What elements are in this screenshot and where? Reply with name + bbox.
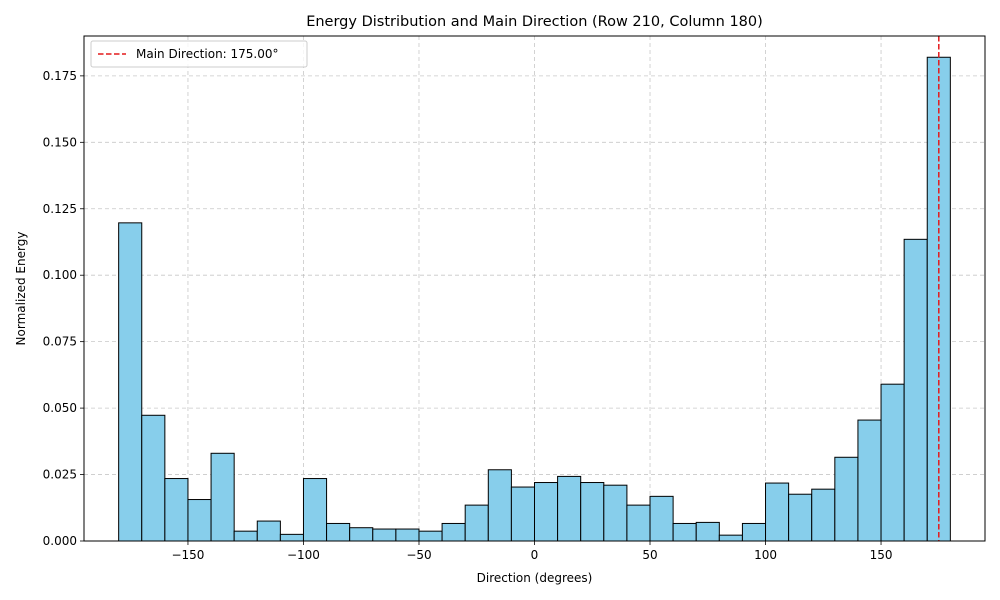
bar: [718, 534, 743, 542]
x-tick-label: −150: [171, 548, 204, 562]
bar: [141, 414, 166, 542]
x-tick-label: 50: [642, 548, 657, 562]
y-tick-label: 0.125: [43, 202, 77, 216]
x-axis: −150 −100 −50 0 50 100 150: [171, 541, 892, 562]
bar: [765, 482, 790, 542]
bar: [695, 521, 720, 542]
y-tick-label: 0.000: [43, 534, 77, 548]
y-tick-label: 0.150: [43, 135, 77, 149]
bar: [811, 488, 836, 542]
legend: Main Direction: 175.00°: [90, 40, 308, 68]
bar: [903, 238, 928, 542]
legend-box: [90, 40, 308, 68]
bars: [118, 56, 951, 542]
bar: [649, 495, 674, 542]
x-tick-label: −50: [406, 548, 431, 562]
bar: [534, 482, 559, 542]
y-axis: 0.000 0.025 0.050 0.075 0.100 0.125 0.150 0.175: [43, 69, 84, 548]
bar: [603, 484, 628, 542]
bar: [349, 527, 374, 542]
bar: [441, 522, 466, 542]
bar: [880, 383, 905, 542]
x-tick-label: 100: [754, 548, 777, 562]
y-tick-label: 0.025: [43, 468, 77, 482]
bar: [788, 493, 813, 542]
bar: [326, 522, 351, 542]
bar: [233, 530, 258, 542]
y-tick-label: 0.075: [43, 335, 77, 349]
y-tick-label: 0.050: [43, 401, 77, 415]
bar: [210, 452, 235, 542]
bar: [741, 522, 767, 542]
bar: [187, 499, 212, 542]
bar: [418, 530, 443, 542]
x-axis-title: Direction (degrees): [477, 571, 593, 585]
bar: [279, 533, 304, 542]
bar: [557, 475, 582, 542]
bar: [464, 504, 489, 542]
bar: [256, 520, 281, 542]
bar: [857, 419, 882, 542]
x-tick-label: 150: [870, 548, 893, 562]
x-tick-label: 0: [531, 548, 539, 562]
legend-label-main-direction: Main Direction: 175.00°: [136, 47, 279, 61]
bar: [372, 528, 397, 542]
y-tick-label: 0.100: [43, 268, 77, 282]
bar: [580, 482, 605, 542]
bar: [164, 478, 189, 542]
y-tick-label: 0.175: [43, 69, 77, 83]
y-axis-title: Normalized Energy: [14, 232, 28, 346]
bar: [395, 528, 420, 542]
bar: [510, 486, 535, 542]
bar: [672, 522, 697, 542]
bar: [834, 456, 859, 542]
chart-title: Energy Distribution and Main Direction (…: [306, 14, 763, 30]
x-tick-label: −100: [287, 548, 320, 562]
bar: [626, 504, 651, 542]
bar: [118, 222, 143, 542]
bar: [302, 478, 328, 542]
bar: [487, 469, 512, 542]
